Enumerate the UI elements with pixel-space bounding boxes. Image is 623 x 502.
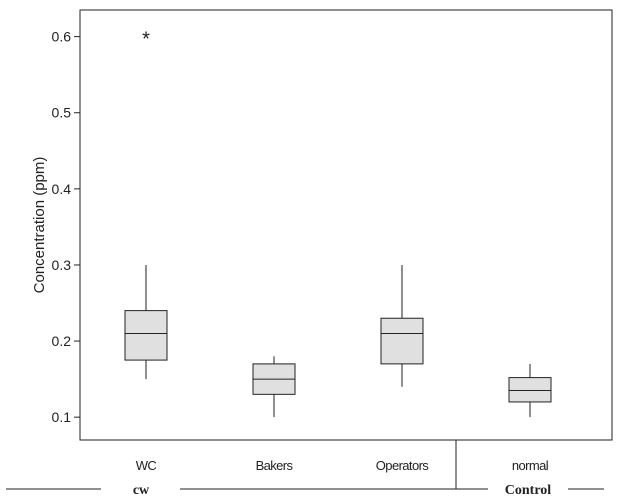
plot-frame	[79, 9, 613, 441]
x-tick-label: WC	[136, 458, 157, 473]
y-tick-label: 0.6	[52, 29, 72, 45]
box-operators	[380, 264, 424, 387]
y-tick-label: 0.3	[52, 257, 72, 273]
y-axis-label: Concentration (ppm)	[31, 157, 48, 294]
interquartile-box	[508, 377, 552, 403]
box-bakers	[252, 356, 296, 418]
y-axis-ticks: 0.1 0.2 0.3 0.4 0.5 0.6	[52, 29, 80, 425]
interquartile-box	[124, 310, 168, 361]
outlier-marker: *	[142, 29, 150, 51]
y-tick-label: 0.2	[52, 333, 72, 349]
group-label: cw	[133, 483, 150, 497]
boxes: *	[124, 29, 552, 418]
x-tick-label: Operators	[376, 458, 430, 473]
box-normal	[508, 363, 552, 418]
y-tick-label: 0.5	[52, 105, 72, 121]
interquartile-box	[380, 317, 424, 365]
group-brackets: cw Control	[6, 440, 604, 498]
x-tick-label: Bakers	[256, 458, 294, 473]
box-wc: *	[124, 29, 168, 380]
y-tick-label: 0.4	[52, 181, 72, 197]
x-tick-label: normal	[512, 458, 549, 473]
y-tick-label: 0.1	[52, 409, 72, 425]
x-axis-tick-labels: WC Bakers Operators normal	[136, 458, 550, 473]
group-label: Control	[505, 483, 552, 497]
